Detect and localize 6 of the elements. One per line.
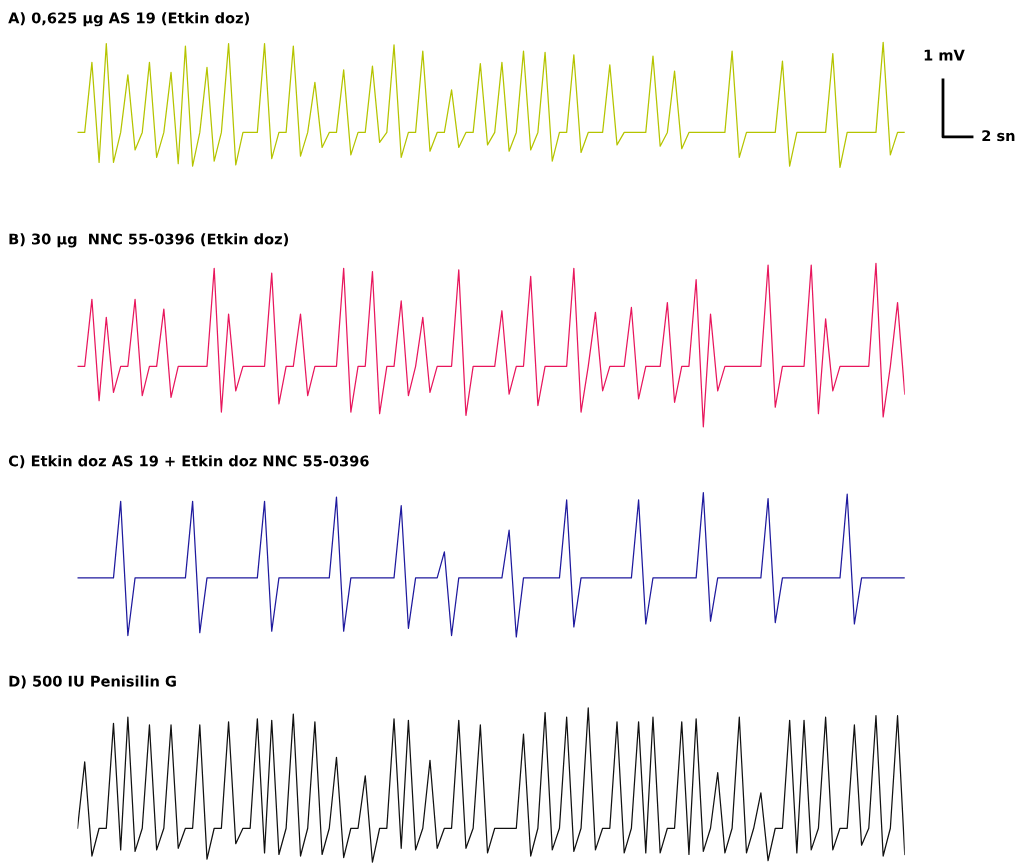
chart-title: A) 0,625 µg AS 19 (Etkin doz) — [8, 12, 249, 27]
chart-title: B) 30 µg NNC 55-0396 (Etkin doz) — [9, 233, 289, 248]
text: 2 sn — [982, 130, 1015, 142]
chart-title: D) 500 IU Penisilin G — [9, 675, 176, 689]
chart-title: C) Etkin doz AS 19 + Etkin doz NNC 55-0396 — [8, 455, 369, 469]
text: 1 mV — [924, 49, 965, 61]
